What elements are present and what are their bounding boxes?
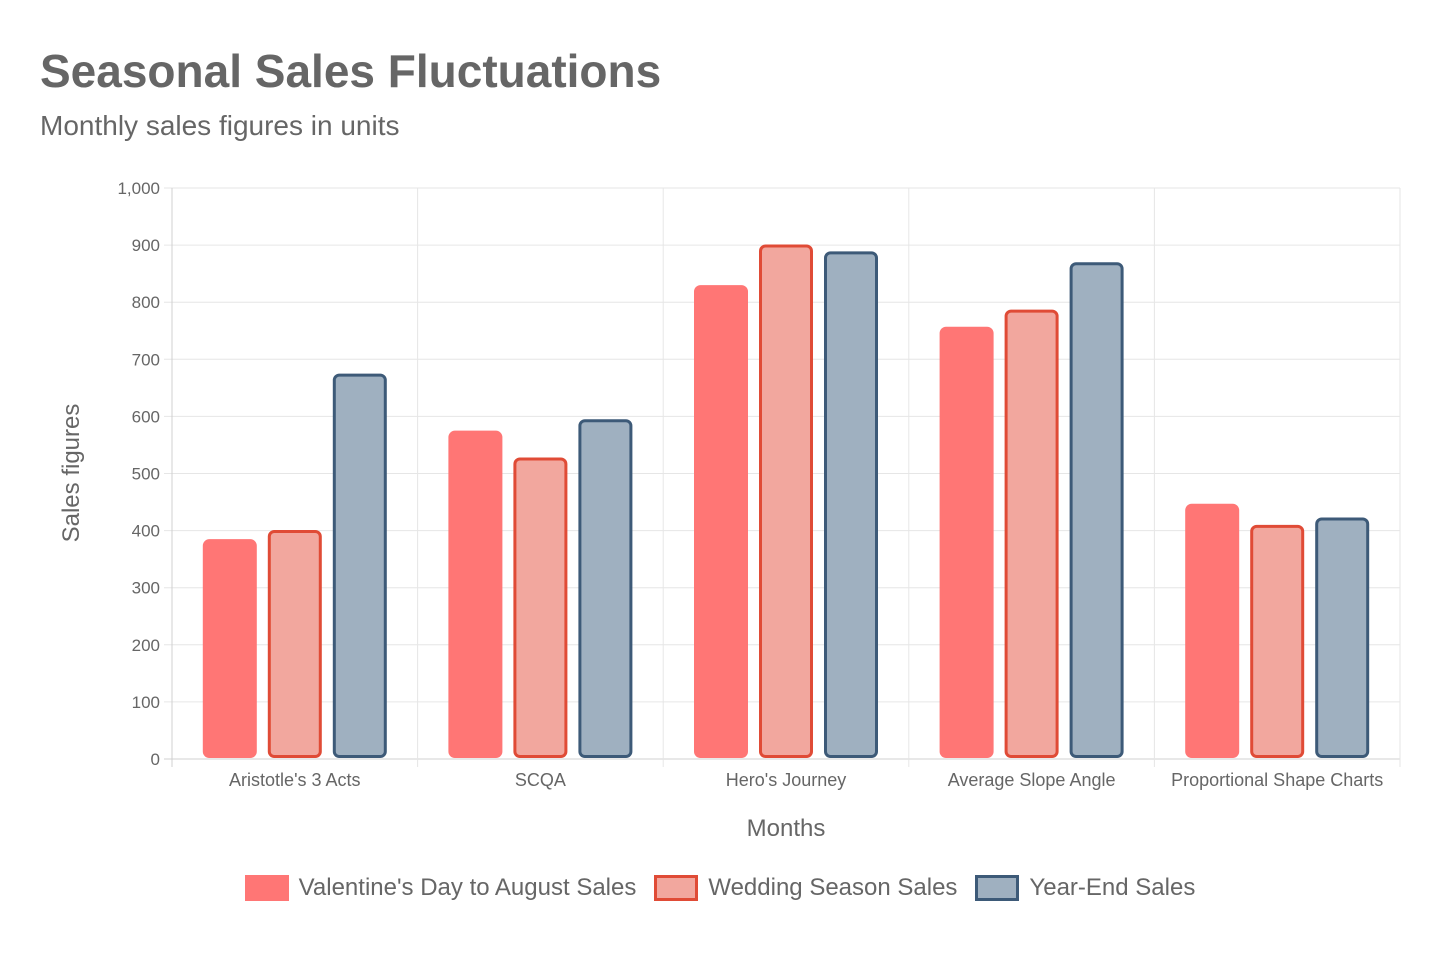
legend-item[interactable]: Year-End Sales: [975, 874, 1195, 902]
bar[interactable]: [578, 419, 633, 758]
bar[interactable]: [1315, 517, 1370, 758]
bar[interactable]: [824, 251, 878, 758]
bar[interactable]: [1185, 503, 1240, 758]
bar-chart: 0 100 200 300 400 500 600 700 800 900 1,000 Aristo…: [58, 179, 1401, 842]
bar[interactable]: [202, 539, 257, 758]
chart-title: Seasonal Sales Fluctuations: [40, 45, 662, 97]
y-tick-label: 800: [132, 293, 160, 312]
bar[interactable]: [1004, 309, 1059, 758]
y-tick-label: 600: [132, 407, 160, 426]
legend-label: Year-End Sales: [1029, 874, 1196, 901]
legend-item[interactable]: Valentine's Day to August Sales: [244, 874, 637, 902]
x-tick-label: Aristotle's 3 Acts: [229, 770, 360, 790]
legend-label: Valentine's Day to August Sales: [298, 874, 637, 901]
x-tick-label: Hero's Journey: [726, 770, 847, 790]
y-tick-label: 1,000: [117, 179, 160, 198]
y-tick-label: 0: [151, 750, 160, 769]
y-tick-label: 400: [132, 522, 160, 541]
chart-legend: Valentine's Day to August Sales Wedding S…: [0, 874, 1440, 902]
legend-swatch: [975, 875, 1020, 901]
x-tick-label: SCQA: [515, 770, 566, 790]
y-tick-label: 200: [132, 636, 160, 655]
y-axis-ticks: 0 100 200 300 400 500 600 700 800 900 1,000: [117, 179, 160, 769]
y-tick-label: 100: [132, 693, 160, 712]
y-tick-label: 300: [132, 579, 160, 598]
x-tick-label: Average Slope Angle: [948, 770, 1116, 790]
bars: [202, 244, 1370, 759]
y-tick-label: 700: [132, 350, 160, 369]
legend-item[interactable]: Wedding Season Sales: [654, 874, 957, 902]
legend-label: Wedding Season Sales: [708, 874, 958, 901]
legend-swatch: [244, 875, 289, 901]
bar[interactable]: [513, 457, 568, 758]
bar[interactable]: [448, 430, 503, 758]
bar[interactable]: [332, 373, 387, 758]
bar[interactable]: [267, 530, 322, 758]
bar[interactable]: [939, 326, 994, 758]
bar[interactable]: [1250, 524, 1305, 759]
bar[interactable]: [1069, 262, 1124, 758]
x-axis-label: Months: [747, 815, 826, 842]
bar[interactable]: [694, 285, 748, 758]
y-axis-label: Sales figures: [58, 404, 85, 543]
chart-subtitle: Monthly sales figures in units: [40, 110, 400, 141]
bar[interactable]: [759, 244, 813, 759]
y-tick-label: 500: [132, 465, 160, 484]
x-tick-label: Proportional Shape Charts: [1171, 770, 1383, 790]
x-axis-ticks: Aristotle's 3 Acts SCQA Hero's Journey Aver…: [229, 770, 1383, 790]
legend-swatch: [654, 875, 699, 901]
y-tick-label: 900: [132, 236, 160, 255]
